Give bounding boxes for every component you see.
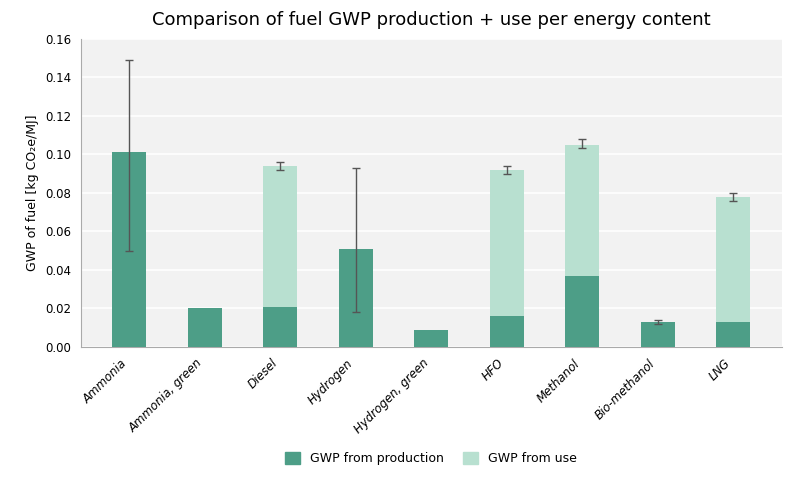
Bar	[565, 145, 599, 276]
Bar	[113, 152, 147, 347]
Bar	[339, 249, 372, 347]
Y-axis label: GWP of fuel [kg CO₂e/MJ]: GWP of fuel [kg CO₂e/MJ]	[27, 115, 39, 271]
Bar	[490, 316, 524, 347]
Bar	[490, 170, 524, 316]
Bar	[414, 330, 448, 347]
Legend: GWP from production, GWP from use: GWP from production, GWP from use	[280, 447, 582, 470]
Bar	[264, 307, 297, 347]
Bar	[188, 308, 222, 347]
Bar	[641, 322, 675, 347]
Bar	[716, 197, 750, 322]
Bar	[264, 166, 297, 307]
Title: Comparison of fuel GWP production + use per energy content: Comparison of fuel GWP production + use …	[152, 11, 711, 28]
Bar	[565, 276, 599, 347]
Bar	[716, 322, 750, 347]
